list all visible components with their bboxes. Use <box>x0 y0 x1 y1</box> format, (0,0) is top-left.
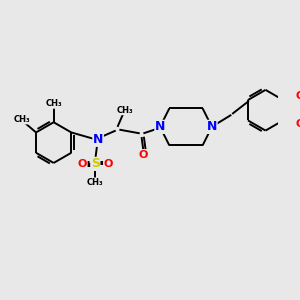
Text: O: O <box>139 150 148 160</box>
Text: CH₃: CH₃ <box>45 99 62 108</box>
Text: O: O <box>295 119 300 129</box>
Text: N: N <box>207 120 217 134</box>
Text: N: N <box>155 120 165 134</box>
Text: CH₃: CH₃ <box>117 106 133 115</box>
Text: S: S <box>91 158 100 170</box>
Text: N: N <box>93 133 103 146</box>
Text: CH₃: CH₃ <box>87 178 104 187</box>
Text: CH₃: CH₃ <box>14 115 31 124</box>
Text: O: O <box>78 159 87 169</box>
Text: O: O <box>295 91 300 101</box>
Text: O: O <box>103 159 113 169</box>
